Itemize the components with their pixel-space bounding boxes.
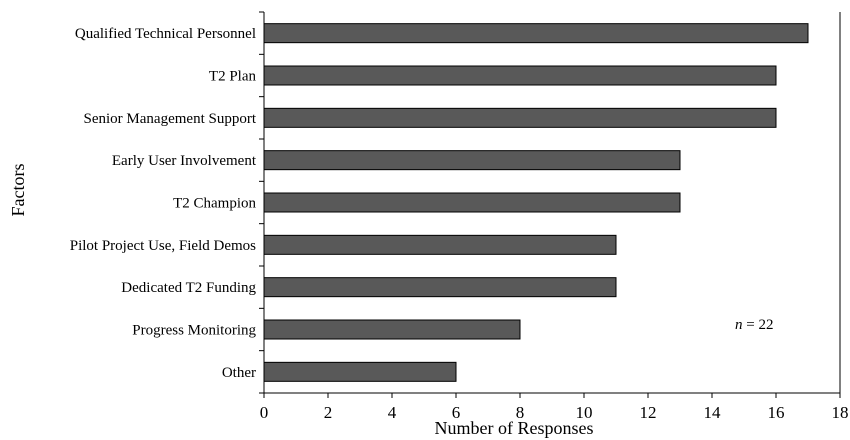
category-labels: Qualified Technical Personnel T2 Plan Seni… [70, 26, 257, 381]
bar [263, 192, 681, 213]
category-label: Senior Management Support [84, 111, 257, 127]
category-label: T2 Champion [173, 196, 256, 212]
x-tick-label: 18 [832, 403, 849, 422]
category-label: Qualified Technical Personnel [75, 26, 256, 42]
bar [263, 107, 777, 128]
bar [263, 65, 777, 86]
category-label: Dedicated T2 Funding [121, 280, 256, 296]
category-label: T2 Plan [209, 69, 257, 85]
category-label: Early User Involvement [112, 153, 257, 169]
bar [263, 23, 809, 44]
bar [263, 319, 521, 340]
bar [263, 150, 681, 171]
x-tick-label: 10 [576, 403, 593, 422]
category-label: Progress Monitoring [132, 323, 256, 339]
x-tick-label: 4 [388, 403, 397, 422]
bar [263, 277, 617, 298]
bar [263, 361, 457, 382]
annotation-value: = 22 [743, 317, 774, 333]
annotation-variable: n [735, 317, 743, 333]
x-tick-label: 14 [704, 403, 722, 422]
x-tick-label: 12 [640, 403, 657, 422]
x-tick-label: 8 [516, 403, 525, 422]
x-tick-label: 0 [260, 403, 269, 422]
bar [263, 234, 617, 255]
category-label: Other [222, 365, 256, 381]
y-axis-title: Factors [8, 164, 28, 217]
x-ticks: 0 2 4 6 8 10 12 14 16 18 [260, 393, 849, 422]
category-label: Pilot Project Use, Field Demos [70, 238, 256, 254]
x-axis-title: Number of Responses [435, 418, 594, 438]
x-tick-label: 2 [324, 403, 333, 422]
bars [263, 23, 809, 382]
x-tick-label: 16 [768, 403, 785, 422]
x-tick-label: 6 [452, 403, 461, 422]
sample-size-annotation: n = 22 [735, 317, 773, 333]
